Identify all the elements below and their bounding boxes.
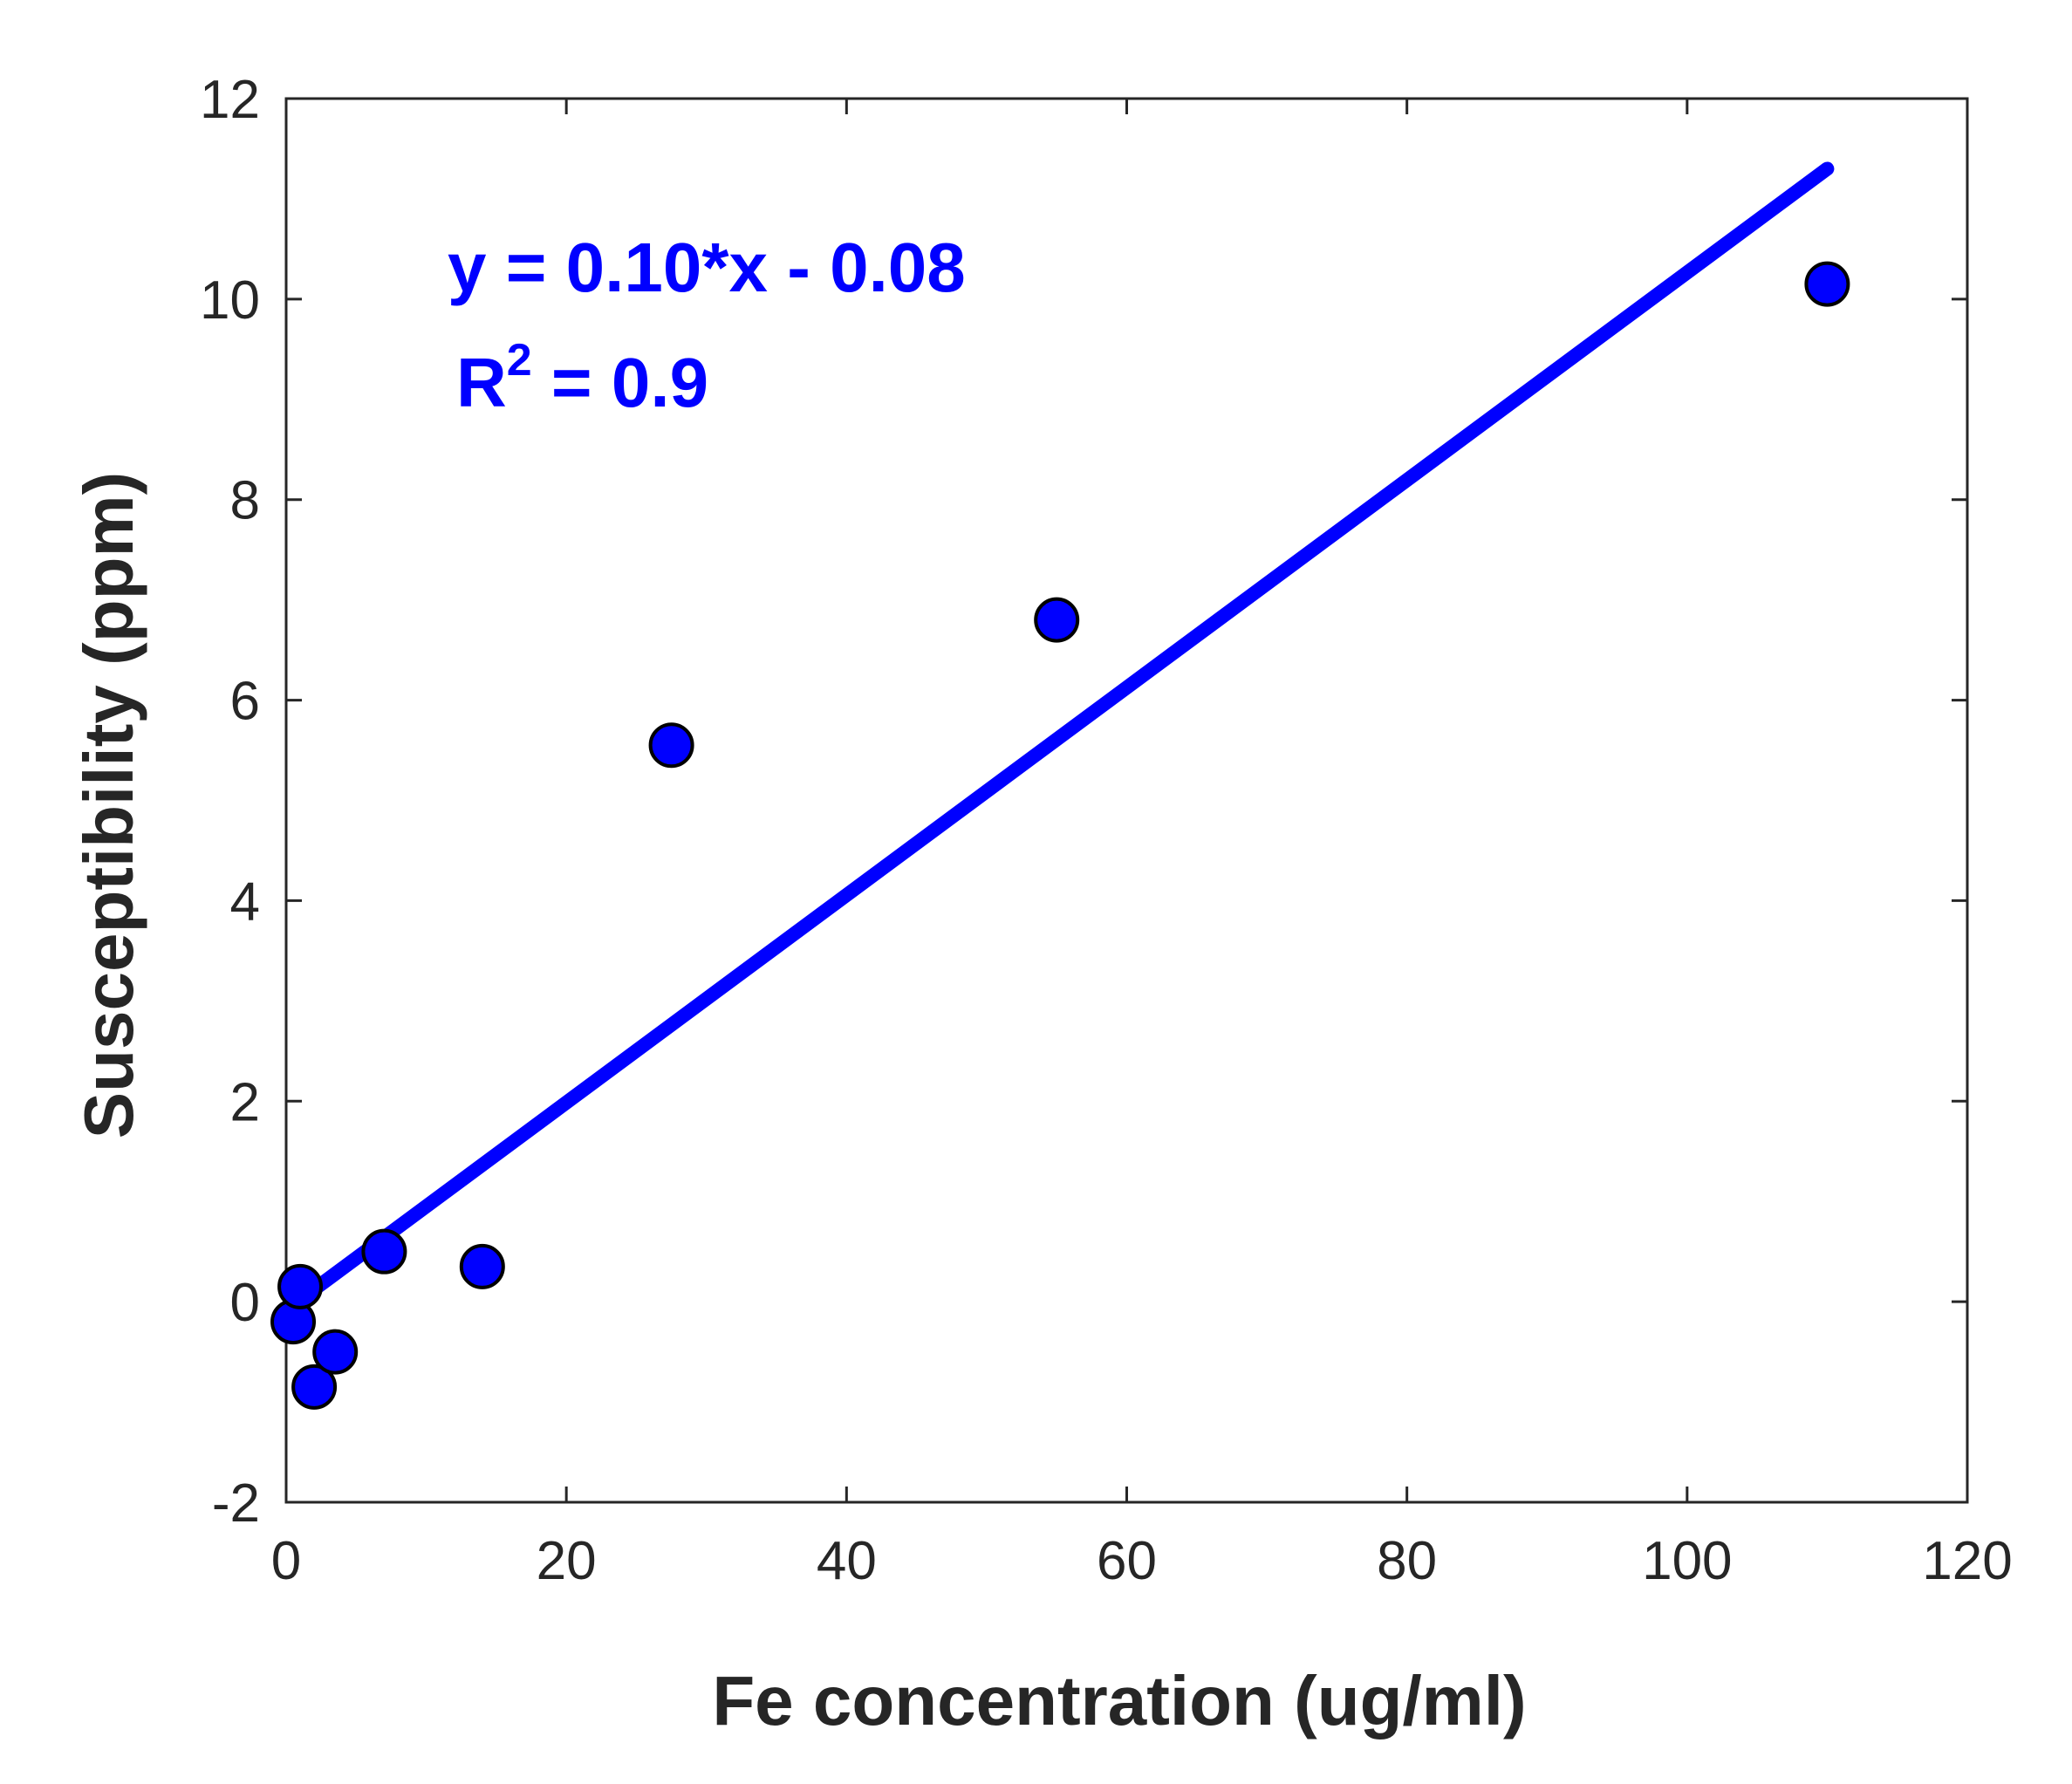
y-tick-label: 4 bbox=[230, 871, 260, 932]
data-point bbox=[1804, 261, 1850, 307]
fit-line-layer bbox=[293, 161, 1835, 1307]
data-point bbox=[1034, 597, 1080, 643]
fit-equation: y = 0.10*x - 0.08 bbox=[448, 229, 966, 306]
x-tick-label: 120 bbox=[1922, 1531, 2012, 1591]
x-tick-label: 0 bbox=[271, 1531, 301, 1591]
data-point bbox=[312, 1329, 359, 1375]
data-point bbox=[277, 1263, 324, 1309]
plot-area-border bbox=[284, 97, 1969, 1504]
points-layer bbox=[270, 261, 1850, 1410]
x-tick-label: 60 bbox=[1097, 1531, 1157, 1591]
r-squared-prefix: R bbox=[456, 344, 507, 421]
y-ticks: -2 0 2 4 6 8 10 12 bbox=[200, 70, 1967, 1534]
r-squared: R2 = 0.9 bbox=[456, 335, 708, 421]
y-tick-label: 6 bbox=[230, 672, 260, 732]
x-ticks: 0 20 40 60 80 100 120 bbox=[271, 99, 2013, 1591]
x-tick-label: 100 bbox=[1642, 1531, 1732, 1591]
x-axis-label: Fe concentration (ug/ml) bbox=[712, 1662, 1526, 1740]
y-tick-label: 8 bbox=[230, 471, 260, 531]
y-tick-label: 10 bbox=[200, 270, 260, 331]
x-tick-label: 40 bbox=[817, 1531, 877, 1591]
r-squared-value: = 0.9 bbox=[532, 344, 708, 421]
r-squared-superscript: 2 bbox=[507, 335, 532, 386]
y-tick-label: -2 bbox=[212, 1473, 260, 1534]
y-tick-label: 12 bbox=[200, 70, 260, 130]
data-point bbox=[648, 722, 694, 769]
y-axis-label: Susceptibility (ppm) bbox=[70, 472, 147, 1139]
data-point bbox=[361, 1228, 407, 1275]
y-tick-label: 0 bbox=[230, 1273, 260, 1333]
y-tick-label: 2 bbox=[230, 1072, 260, 1132]
data-point bbox=[459, 1243, 505, 1289]
x-tick-label: 80 bbox=[1377, 1531, 1437, 1591]
axes-frame bbox=[284, 97, 1969, 1504]
fit-line bbox=[293, 161, 1835, 1307]
data-point bbox=[291, 1364, 338, 1410]
x-tick-label: 20 bbox=[537, 1531, 597, 1591]
